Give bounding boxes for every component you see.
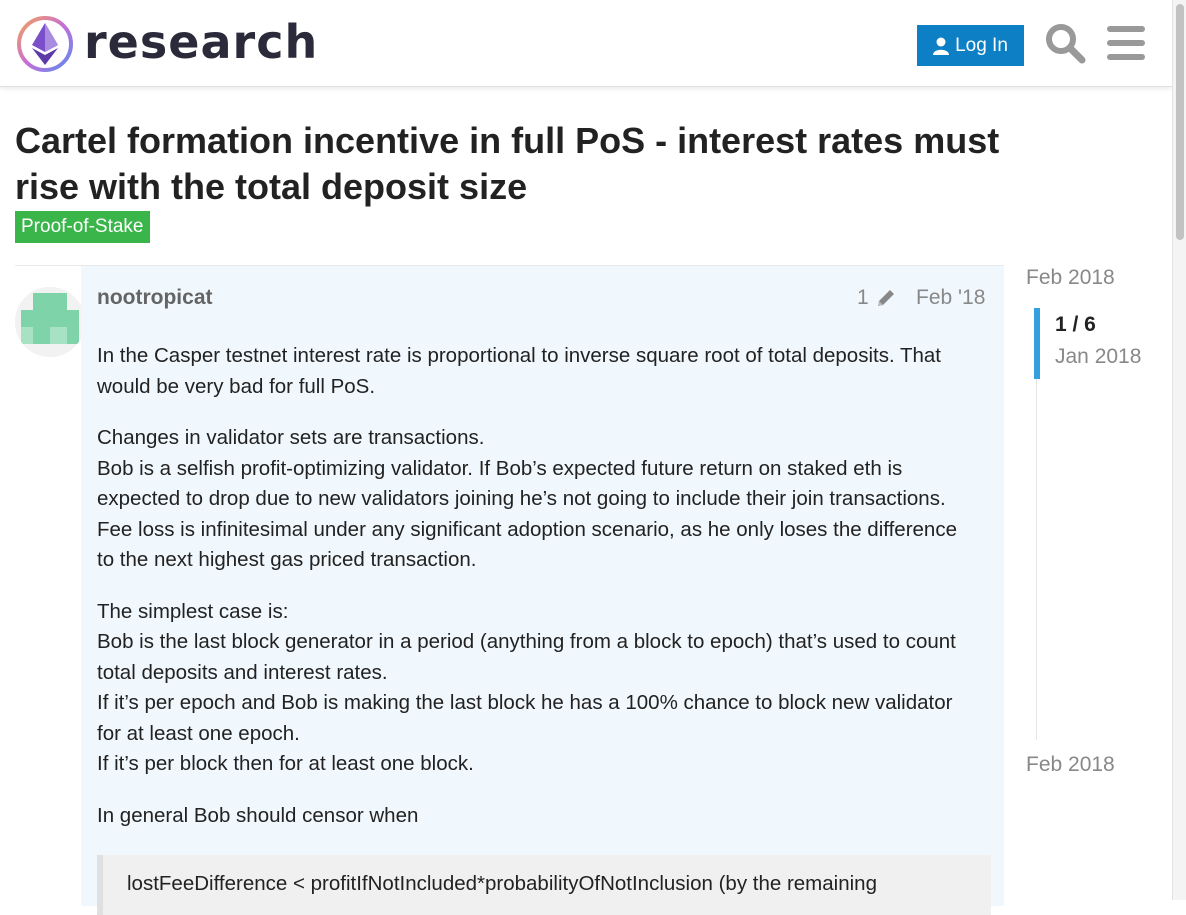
topic-title[interactable]: Cartel formation incentive in full PoS -… <box>15 120 1000 207</box>
timeline-handle[interactable] <box>1034 308 1040 379</box>
post-paragraph: The simplest case is: Bob is the last bl… <box>97 597 977 780</box>
post-text-line: Changes in validator sets are transactio… <box>97 426 485 449</box>
post-content: In the Casper testnet interest rate is p… <box>97 341 977 852</box>
pencil-icon <box>877 290 894 306</box>
login-button[interactable]: Log In <box>917 25 1024 66</box>
category-badge[interactable]: Proof-of-Stake <box>15 211 150 243</box>
login-button-label: Log In <box>955 34 1008 56</box>
timeline-rail[interactable] <box>1036 308 1037 740</box>
quote-block: lostFeeDifference < profitIfNotIncluded*… <box>97 855 991 915</box>
post-text-line: In general Bob should censor when <box>97 803 419 827</box>
post-text-line: Bob is the last block generator in a per… <box>97 630 956 684</box>
post-text-line: If it’s per epoch and Bob is making the … <box>97 691 953 745</box>
timeline-end-date[interactable]: Feb 2018 <box>1026 753 1115 776</box>
timeline-start-date[interactable]: Feb 2018 <box>1026 266 1115 289</box>
ethresearch-logo-icon[interactable] <box>16 15 74 73</box>
hamburger-menu-icon[interactable] <box>1107 26 1145 60</box>
post-paragraph: In the Casper testnet interest rate is p… <box>97 341 977 402</box>
post-text-line: If it’s per block then for at least one … <box>97 752 474 775</box>
post-paragraph: In general Bob should censor when <box>97 801 977 832</box>
logo-text[interactable]: research <box>84 15 319 69</box>
search-icon[interactable] <box>1044 22 1086 64</box>
page-scrollbar[interactable] <box>1172 0 1186 900</box>
quote-text: lostFeeDifference < profitIfNotIncluded*… <box>127 872 877 895</box>
post-text-line: The simplest case is: <box>97 599 289 623</box>
edit-history-button[interactable]: 1 <box>857 286 897 310</box>
user-icon <box>933 37 950 55</box>
post-text-line: Bob is a selfish profit-optimizing valid… <box>97 456 957 572</box>
post-username[interactable]: nootropicat <box>97 286 213 309</box>
post-paragraph: Changes in validator sets are transactio… <box>97 423 977 576</box>
post-divider <box>15 265 1004 266</box>
timeline-position-date: Jan 2018 <box>1055 345 1142 368</box>
post-date[interactable]: Feb '18 <box>916 286 986 309</box>
post-text-line: In the Casper testnet interest rate is p… <box>97 344 942 398</box>
scrollbar-thumb[interactable] <box>1176 4 1184 240</box>
timeline-position: 1 / 6 <box>1055 313 1096 336</box>
site-header: research Log In <box>0 0 1172 87</box>
post-body <box>81 266 1004 906</box>
avatar[interactable] <box>15 287 85 357</box>
identicon-avatar <box>15 287 85 357</box>
edit-count: 1 <box>857 286 869 309</box>
